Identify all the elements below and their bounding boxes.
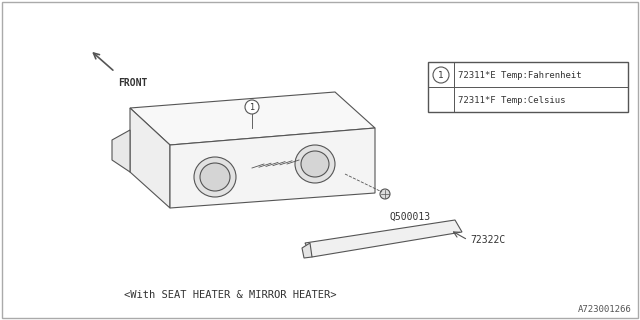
Ellipse shape [194, 157, 236, 197]
Polygon shape [305, 220, 462, 257]
Circle shape [380, 189, 390, 199]
Polygon shape [130, 108, 170, 208]
Polygon shape [130, 92, 375, 145]
Text: 72311*E Temp:Fahrenheit: 72311*E Temp:Fahrenheit [458, 70, 582, 79]
Circle shape [245, 100, 259, 114]
Text: A723001266: A723001266 [579, 305, 632, 314]
Text: 1: 1 [438, 70, 444, 79]
Circle shape [433, 67, 449, 83]
Text: Q500013: Q500013 [390, 212, 431, 222]
Text: <With SEAT HEATER & MIRROR HEATER>: <With SEAT HEATER & MIRROR HEATER> [124, 290, 336, 300]
Polygon shape [170, 128, 375, 208]
Text: FRONT: FRONT [118, 78, 147, 88]
Text: 72311*F Temp:Celsius: 72311*F Temp:Celsius [458, 95, 566, 105]
Bar [428, 62, 628, 112]
Text: 72322C: 72322C [470, 235, 505, 245]
Ellipse shape [301, 151, 329, 177]
Ellipse shape [200, 163, 230, 191]
Text: 1: 1 [250, 102, 255, 111]
Polygon shape [302, 243, 312, 258]
Polygon shape [112, 130, 130, 172]
Ellipse shape [295, 145, 335, 183]
